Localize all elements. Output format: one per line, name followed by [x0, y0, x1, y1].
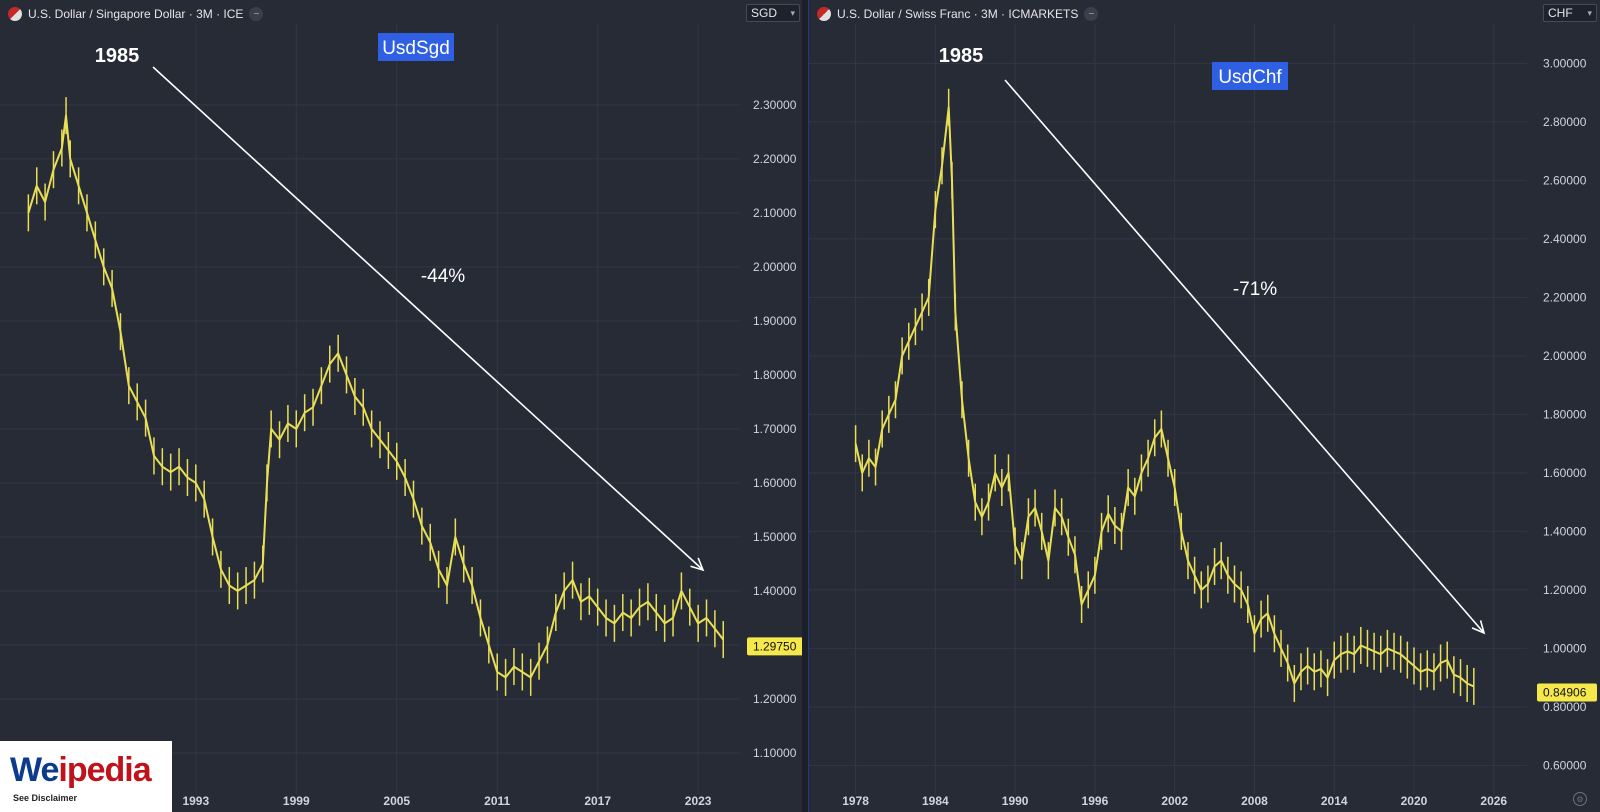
y-tick-label: 1.40000: [753, 584, 797, 598]
y-tick-label: 1.10000: [753, 746, 797, 760]
arrow-head: [690, 557, 705, 572]
x-tick-label: 1984: [922, 794, 949, 808]
usdchf-title: U.S. Dollar / Swiss Franc · 3M · ICMARKE…: [837, 7, 1079, 21]
x-tick-label: 2026: [1480, 794, 1507, 808]
collapse-icon[interactable]: −: [249, 7, 264, 21]
trend-arrow: [152, 66, 704, 571]
currency-label: CHF: [1548, 6, 1573, 20]
pair-label-box: [378, 33, 454, 61]
collapse-icon[interactable]: −: [1084, 7, 1099, 21]
x-tick-label: 2014: [1321, 794, 1348, 808]
usdchf-header[interactable]: U.S. Dollar / Swiss Franc · 3M · ICMARKE…: [817, 5, 1099, 23]
x-tick-label: 1993: [182, 794, 209, 808]
peak-year-label: 1985: [939, 45, 984, 67]
settings-icon[interactable]: ⚙: [1573, 792, 1587, 806]
y-tick-label: 2.10000: [753, 206, 797, 220]
last-price-tag: [747, 637, 802, 656]
change-label: -44%: [421, 266, 465, 287]
y-tick-label: 2.30000: [753, 98, 797, 112]
y-tick-label: 1.70000: [753, 422, 797, 436]
chevron-down-icon: ▾: [790, 7, 795, 18]
chevron-down-icon: ▾: [1587, 7, 1592, 18]
y-tick-label: 1.80000: [1543, 407, 1587, 421]
weipedia-logo: Weipedia See Disclaimer: [0, 741, 172, 812]
series-line: [854, 106, 1475, 688]
flag-icon: [817, 7, 831, 21]
y-tick-label: 1.40000: [1543, 524, 1587, 538]
usdchf-chart: 0.60000 0.80000 1.00000 1.20000 1.40000 1.600…: [809, 24, 1597, 808]
x-tick-label: 1996: [1082, 794, 1109, 808]
pair-label: UsdSgd: [382, 38, 450, 59]
usdsgd-header[interactable]: U.S. Dollar / Singapore Dollar · 3M · IC…: [8, 5, 264, 23]
x-tick-label: 2011: [484, 794, 510, 808]
y-tick-label: 2.00000: [1543, 349, 1587, 363]
last-price-label: 1.29750: [753, 639, 797, 653]
y-tick-label: 0.80000: [1543, 700, 1587, 714]
y-tick-label: 2.20000: [1543, 290, 1587, 304]
series-line: [27, 114, 725, 679]
x-tick-label: 2002: [1161, 794, 1188, 808]
x-tick-label: 1999: [283, 794, 310, 808]
pair-label: UsdChf: [1218, 67, 1282, 88]
pane-divider[interactable]: [802, 0, 808, 812]
y-tick-label: 2.20000: [753, 152, 797, 166]
y-tick-label: 2.40000: [1543, 232, 1587, 246]
usdsgd-chart: 1.100001.200001.300001.400001.500001.600…: [0, 24, 802, 808]
change-label: -71%: [1233, 279, 1277, 300]
y-tick-label: 1.20000: [753, 692, 797, 706]
last-price-label: 0.84906: [1543, 686, 1587, 700]
currency-label: SGD: [751, 6, 778, 20]
y-tick-label: 1.50000: [753, 530, 797, 544]
x-tick-label: 2020: [1401, 794, 1428, 808]
currency-select-chf[interactable]: CHF ▾: [1543, 4, 1597, 22]
y-tick-label: 2.80000: [1543, 115, 1587, 129]
y-tick-label: 3.00000: [1543, 56, 1587, 70]
logo-brand: Weipedia: [10, 751, 152, 789]
usdsgd-chart-pane: 1.100001.200001.300001.400001.500001.600…: [0, 4, 802, 808]
x-tick-label: 2008: [1241, 794, 1268, 808]
flag-icon: [8, 7, 22, 21]
y-tick-label: 1.20000: [1543, 583, 1587, 597]
y-tick-label: 2.60000: [1543, 173, 1587, 187]
y-tick-label: 1.90000: [753, 314, 797, 328]
y-tick-label: 1.00000: [1543, 641, 1587, 655]
y-tick-label: 1.80000: [753, 368, 797, 382]
last-price-tag: [1537, 683, 1597, 702]
arrow-head: [1471, 620, 1486, 635]
x-tick-label: 1978: [842, 794, 869, 808]
x-tick-label: 2023: [685, 794, 712, 808]
usdsgd-title: U.S. Dollar / Singapore Dollar · 3M · IC…: [28, 7, 244, 21]
usdchf-chart-pane: 0.60000 0.80000 1.00000 1.20000 1.40000 1.600…: [808, 0, 1600, 812]
x-tick-label: 2017: [584, 794, 611, 808]
currency-select-sgd[interactable]: SGD ▾: [746, 4, 800, 22]
peak-year-label: 1985: [95, 45, 140, 67]
x-tick-label: 2005: [383, 794, 410, 808]
pair-label-box: [1212, 62, 1288, 90]
y-tick-label: 2.00000: [753, 260, 797, 274]
y-tick-label: 1.60000: [1543, 466, 1587, 480]
trend-arrow: [1004, 79, 1485, 634]
y-tick-label: 1.60000: [753, 476, 797, 490]
disclaimer-text: See Disclaimer: [13, 793, 78, 803]
x-tick-label: 1990: [1002, 794, 1029, 808]
y-tick-label: 0.60000: [1543, 758, 1587, 772]
